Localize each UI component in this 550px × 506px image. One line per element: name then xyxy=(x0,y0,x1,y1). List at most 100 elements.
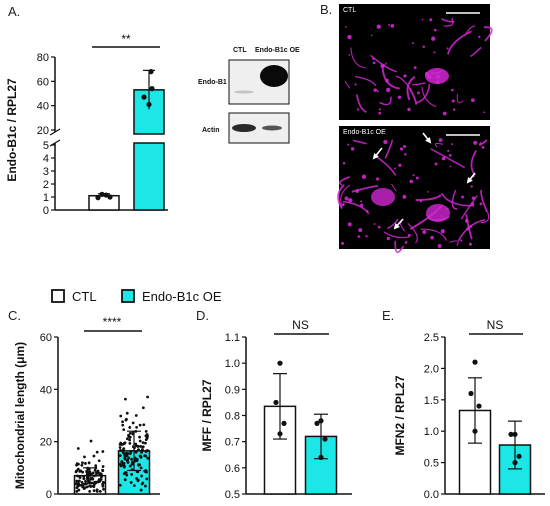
y-tick-label: 40 xyxy=(40,384,52,396)
data-point xyxy=(97,478,101,482)
mitochondrion xyxy=(437,243,442,248)
mitochondrion xyxy=(448,153,452,157)
data-point xyxy=(83,482,87,486)
data-point xyxy=(322,436,328,442)
data-point xyxy=(140,474,143,478)
micrograph-label-ctl: CTL xyxy=(343,7,356,14)
data-point xyxy=(118,454,122,458)
blot-band-actin-oe xyxy=(262,125,282,131)
mitochondrion xyxy=(350,147,355,151)
mitochondrion xyxy=(365,235,368,238)
data-point xyxy=(128,435,132,439)
data-point xyxy=(142,423,146,427)
mitochondrion xyxy=(409,179,413,184)
mitochondrion xyxy=(412,174,415,177)
mitochondrion xyxy=(429,18,433,22)
data-point xyxy=(88,481,91,485)
micrographs: CTL Endo-B1c OE xyxy=(337,4,493,253)
data-point xyxy=(97,459,101,463)
neurite xyxy=(469,46,482,57)
data-point xyxy=(141,445,144,449)
chart-e: 0.0 0.5 1.0 1.5 2.0 2.5 MFN2 / RPL27 NS xyxy=(393,318,545,501)
data-point xyxy=(95,489,99,493)
mitochondrion xyxy=(347,34,352,40)
y-tick-label: 0 xyxy=(43,205,49,217)
mitochondrion xyxy=(407,107,411,112)
data-point xyxy=(135,425,138,429)
data-point xyxy=(121,448,125,452)
data-point xyxy=(144,469,148,472)
neurite xyxy=(483,26,493,42)
neurite xyxy=(407,222,418,244)
data-point xyxy=(121,442,125,446)
data-point xyxy=(318,418,324,424)
data-point xyxy=(144,438,148,442)
data-point xyxy=(130,472,134,476)
mitochondrion xyxy=(431,36,436,41)
blot-band-endo-b1-oe xyxy=(260,65,288,87)
data-point xyxy=(146,456,150,460)
significance-label: NS xyxy=(487,318,504,332)
data-point xyxy=(75,489,79,493)
mitochondrion xyxy=(481,146,485,149)
mitochondrion xyxy=(357,235,361,238)
mitochondrion xyxy=(483,111,486,114)
neurite-network-ctl xyxy=(344,17,493,116)
micrograph-label-oe: Endo-B1c OE xyxy=(343,129,386,136)
data-point xyxy=(137,463,141,467)
data-point xyxy=(76,480,80,483)
data-point xyxy=(101,468,104,472)
data-point xyxy=(273,399,279,406)
mitochondrion xyxy=(451,88,454,92)
y-axis-label: Mitochondrial length (μm) xyxy=(13,342,27,489)
data-point xyxy=(146,395,149,399)
mitochondrion xyxy=(388,24,390,26)
neurite xyxy=(340,184,351,207)
y-tick-label: 0.9 xyxy=(225,384,240,396)
mitochondrion xyxy=(473,140,478,145)
y-tick-label: 0.5 xyxy=(225,489,240,501)
mitochondrion xyxy=(341,241,345,245)
panel-label-b: B. xyxy=(320,2,332,17)
mitochondrion xyxy=(373,88,377,92)
data-point xyxy=(134,450,138,454)
y-tick-label: 40 xyxy=(37,101,49,113)
data-point xyxy=(125,451,129,455)
y-tick-label: 60 xyxy=(37,76,49,88)
data-point xyxy=(136,470,140,474)
data-point xyxy=(126,461,130,464)
data-point xyxy=(121,423,125,427)
neurite xyxy=(456,93,464,104)
neurite xyxy=(387,218,399,230)
data-point xyxy=(131,421,135,425)
data-point xyxy=(121,450,125,454)
data-point xyxy=(145,477,149,481)
y-tick-label: 5 xyxy=(43,140,49,152)
data-point xyxy=(101,480,105,484)
data-point xyxy=(78,469,82,473)
data-point xyxy=(101,450,105,453)
mitochondrion xyxy=(344,196,349,201)
mitochondrion xyxy=(372,57,375,60)
micrograph-ctl xyxy=(339,4,490,120)
data-point xyxy=(134,430,138,433)
mitochondrion xyxy=(413,66,417,70)
neurite xyxy=(375,155,397,176)
neurite xyxy=(478,139,488,146)
mitochondrion xyxy=(380,63,385,68)
mitochondrion xyxy=(404,241,408,244)
mitochondrion xyxy=(390,23,395,28)
data-point xyxy=(144,441,147,445)
data-point xyxy=(128,441,132,445)
blot-column-ctl: CTL xyxy=(233,47,247,54)
legend-swatch-oe xyxy=(121,289,135,303)
data-point xyxy=(139,466,143,470)
data-point xyxy=(102,487,105,491)
neurite xyxy=(408,88,418,105)
data-point xyxy=(94,464,98,468)
data-point xyxy=(141,449,144,453)
mitochondrion xyxy=(479,202,483,206)
neurite xyxy=(354,75,377,87)
data-point xyxy=(76,467,80,471)
